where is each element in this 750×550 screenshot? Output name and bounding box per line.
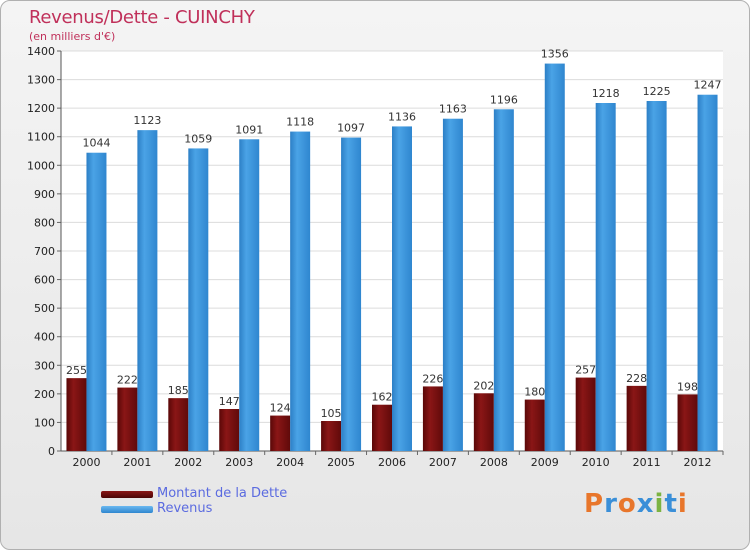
bar-dette	[372, 404, 392, 451]
x-tick-label: 2001	[123, 456, 151, 469]
logo-letter: i	[677, 489, 688, 519]
y-tick-label: 1400	[27, 45, 55, 58]
bar-dette	[66, 378, 87, 451]
data-label-revenus: 1356	[541, 48, 569, 61]
y-tick-label: 400	[34, 331, 55, 344]
x-tick-label: 2011	[633, 456, 661, 469]
data-label-dette: 222	[117, 374, 138, 387]
chart-subtitle: (en milliers d'€)	[29, 30, 116, 43]
bar-revenus	[493, 109, 514, 452]
logo-letter: r	[604, 489, 618, 519]
x-tick-label: 2000	[72, 456, 100, 469]
data-label-dette: 180	[524, 386, 545, 399]
data-label-revenus: 1218	[592, 87, 620, 100]
bar-revenus	[544, 63, 565, 451]
bar-revenus	[697, 94, 718, 451]
y-tick-label: 900	[34, 188, 55, 201]
bar-revenus	[595, 103, 616, 451]
data-label-revenus: 1196	[490, 93, 518, 106]
y-tick-label: 100	[34, 416, 55, 429]
data-label-revenus: 1118	[286, 116, 314, 129]
bar-revenus	[86, 152, 107, 451]
bar-dette	[117, 387, 138, 451]
bar-dette	[575, 377, 596, 451]
x-tick-label: 2010	[582, 456, 610, 469]
logo-letter: o	[617, 489, 637, 519]
x-tick-label: 2007	[429, 456, 457, 469]
data-label-revenus: 1225	[643, 85, 671, 98]
y-tick-label: 200	[34, 388, 55, 401]
data-label-revenus: 1123	[133, 114, 161, 127]
bar-dette	[321, 421, 342, 451]
x-tick-label: 2002	[174, 456, 202, 469]
bar-dette	[626, 385, 647, 451]
data-label-dette: 198	[677, 380, 698, 393]
data-label-dette: 124	[270, 402, 291, 415]
bar-revenus	[290, 131, 311, 452]
data-label-revenus: 1091	[235, 123, 263, 136]
y-tick-label: 300	[34, 359, 55, 372]
bar-dette	[168, 398, 189, 451]
bar-dette	[473, 393, 494, 451]
y-tick-label: 1200	[27, 102, 55, 115]
y-tick-label: 800	[34, 216, 55, 229]
data-label-dette: 185	[168, 384, 189, 397]
x-tick-label: 2005	[327, 456, 355, 469]
data-label-revenus: 1044	[82, 137, 110, 150]
proxiti-logo: Proxiti	[584, 489, 688, 519]
bar-dette	[524, 399, 545, 451]
data-label-dette: 162	[372, 391, 393, 404]
bar-revenus	[239, 139, 260, 452]
bar-revenus	[188, 148, 209, 451]
bar-dette	[270, 415, 291, 451]
bar-dette	[677, 394, 698, 451]
legend-swatch-dette	[101, 491, 153, 498]
logo-letter: i	[654, 489, 665, 519]
x-tick-label: 2006	[378, 456, 406, 469]
logo-letter: t	[664, 489, 678, 519]
data-label-dette: 147	[219, 395, 240, 408]
data-label-revenus: 1097	[337, 122, 365, 135]
y-tick-label: 600	[34, 274, 55, 287]
data-label-dette: 228	[626, 372, 647, 385]
x-tick-label: 2008	[480, 456, 508, 469]
data-label-dette: 257	[575, 364, 596, 377]
logo-letter: x	[636, 489, 655, 519]
legend-label-revenus: Revenus	[157, 501, 213, 516]
y-tick-label: 1100	[27, 131, 55, 144]
bar-revenus	[341, 137, 362, 452]
data-label-revenus: 1163	[439, 103, 467, 116]
legend-swatch-revenus	[101, 506, 153, 513]
bar-dette	[219, 409, 240, 451]
data-label-revenus: 1247	[694, 79, 722, 92]
y-tick-label: 1300	[27, 74, 55, 87]
data-label-dette: 202	[473, 379, 494, 392]
x-tick-label: 2012	[684, 456, 712, 469]
y-tick-label: 700	[34, 245, 55, 258]
data-label-revenus: 1059	[184, 132, 212, 145]
data-label-revenus: 1136	[388, 110, 416, 123]
legend-label-dette: Montant de la Dette	[157, 486, 288, 501]
y-tick-label: 0	[48, 445, 55, 458]
bar-revenus	[442, 118, 463, 451]
x-tick-label: 2009	[531, 456, 559, 469]
data-label-dette: 255	[66, 364, 87, 377]
data-label-dette: 226	[422, 372, 443, 385]
bar-revenus	[137, 130, 158, 451]
y-tick-label: 500	[34, 302, 55, 315]
chart-title: Revenus/Dette - CUINCHY	[29, 7, 255, 28]
bar-dette	[422, 386, 443, 451]
x-tick-label: 2003	[225, 456, 253, 469]
logo-letter: P	[584, 489, 605, 519]
bar-revenus	[646, 101, 667, 451]
data-label-dette: 105	[321, 407, 342, 420]
bar-revenus	[392, 126, 412, 451]
x-tick-label: 2004	[276, 456, 304, 469]
y-tick-label: 1000	[27, 159, 55, 172]
